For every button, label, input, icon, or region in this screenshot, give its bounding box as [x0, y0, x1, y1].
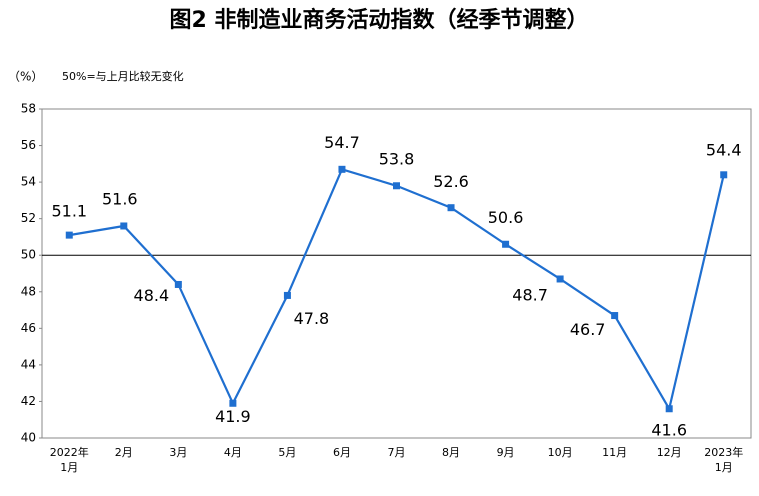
chart-title: 图2 非制造业商务活动指数（经季节调整） — [170, 7, 589, 33]
x-tick-label: 3月 — [169, 446, 187, 459]
note: 50%=与上月比较无变化 — [62, 69, 184, 83]
data-label: 53.8 — [379, 149, 415, 168]
data-point — [665, 405, 673, 413]
x-tick-label: 12月 — [657, 446, 682, 459]
data-label: 41.9 — [215, 407, 251, 426]
data-label: 48.7 — [512, 285, 548, 304]
data-point — [174, 280, 182, 288]
x-tick-label: 4月 — [224, 446, 242, 459]
data-label: 47.8 — [294, 309, 330, 328]
x-tick-label: 2023年 1月 — [704, 445, 743, 474]
y-tick-label: 44 — [21, 357, 36, 371]
data-label: 54.7 — [324, 133, 360, 152]
x-tick-label: 9月 — [497, 446, 515, 459]
data-point — [611, 312, 619, 320]
x-tick-label: 8月 — [442, 446, 460, 459]
data-label: 51.6 — [102, 189, 138, 208]
x-tick-label: 10月 — [548, 446, 573, 459]
data-point — [283, 291, 291, 299]
y-tick-label: 48 — [21, 284, 36, 298]
x-tick-label: 2022年 1月 — [50, 445, 89, 474]
x-tick-label: 11月 — [602, 446, 627, 459]
y-tick-label: 52 — [21, 211, 36, 225]
data-label: 46.7 — [570, 320, 606, 339]
plot-frame — [41, 108, 752, 439]
y-tick-label: 50 — [21, 248, 36, 262]
unit-label: （%） — [8, 70, 43, 84]
x-tick-label: 6月 — [333, 446, 351, 459]
x-tick-label: 2月 — [115, 446, 133, 459]
data-point — [556, 275, 564, 283]
y-tick-label: 54 — [21, 175, 36, 189]
data-label: 50.6 — [488, 208, 524, 227]
data-point — [502, 240, 510, 248]
data-point — [65, 231, 73, 239]
data-point — [120, 222, 128, 230]
y-tick-label: 46 — [21, 321, 36, 335]
data-point — [338, 165, 346, 173]
data-label: 54.4 — [706, 140, 742, 159]
x-tick-label: 5月 — [278, 446, 296, 459]
y-tick-label: 40 — [21, 431, 36, 445]
y-tick-label: 42 — [21, 394, 36, 408]
data-label: 48.4 — [134, 286, 170, 305]
data-point — [720, 171, 728, 179]
data-label: 51.1 — [51, 202, 87, 221]
data-point — [393, 182, 400, 190]
data-point — [229, 399, 237, 407]
x-tick-label: 7月 — [388, 446, 406, 459]
data-label: 52.6 — [433, 172, 469, 191]
y-tick-label: 58 — [21, 102, 36, 116]
data-label: 41.6 — [651, 420, 687, 439]
y-tick-label: 56 — [21, 138, 36, 152]
data-point — [447, 204, 455, 212]
